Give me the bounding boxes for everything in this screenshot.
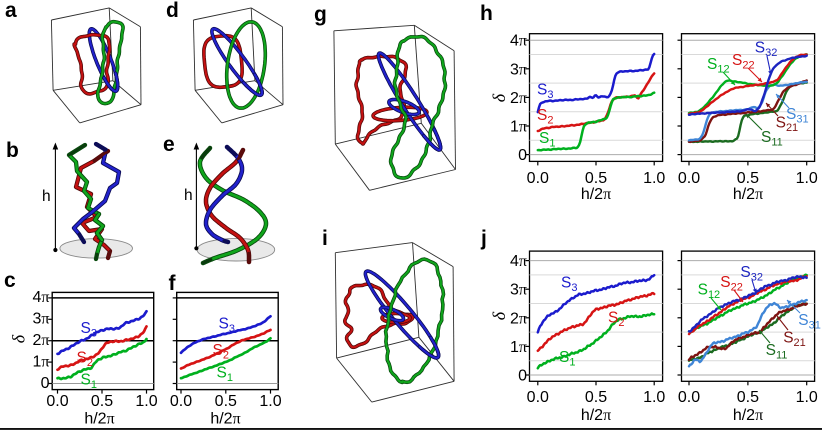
svg-text:2π: 2π — [510, 310, 527, 327]
svg-text:1.0: 1.0 — [643, 389, 665, 406]
svg-text:h/2π: h/2π — [733, 186, 763, 203]
svg-text:S12: S12 — [707, 56, 730, 76]
svg-text:S3: S3 — [561, 275, 577, 295]
svg-text:h/2π: h/2π — [84, 411, 114, 428]
svg-text:j: j — [480, 227, 487, 250]
svg-text:S2: S2 — [608, 310, 624, 330]
svg-text:a: a — [5, 0, 17, 22]
svg-text:S3: S3 — [537, 82, 553, 102]
svg-text:S2: S2 — [77, 350, 93, 370]
svg-text:d: d — [166, 0, 179, 22]
svg-text:b: b — [6, 139, 19, 162]
svg-text:S1: S1 — [81, 372, 97, 392]
svg-text:g: g — [314, 3, 327, 26]
svg-text:0.0: 0.0 — [170, 393, 192, 410]
svg-text:0.5: 0.5 — [91, 393, 113, 410]
svg-text:0: 0 — [518, 147, 527, 164]
svg-text:0.5: 0.5 — [585, 170, 607, 187]
svg-text:0.0: 0.0 — [527, 170, 549, 187]
svg-text:0.0: 0.0 — [46, 393, 68, 410]
svg-text:4π: 4π — [33, 289, 50, 306]
svg-text:h: h — [480, 2, 493, 25]
svg-text:h/2π: h/2π — [581, 186, 611, 203]
svg-text:S3: S3 — [81, 320, 97, 340]
svg-text:1π: 1π — [510, 339, 527, 356]
svg-text:1.0: 1.0 — [796, 389, 818, 406]
svg-text:2π: 2π — [510, 90, 527, 107]
svg-text:h/2π: h/2π — [210, 411, 240, 428]
svg-text:f: f — [169, 272, 177, 295]
svg-text:1.0: 1.0 — [259, 393, 281, 410]
svg-text:S12: S12 — [698, 282, 721, 302]
svg-text:0: 0 — [518, 368, 527, 385]
svg-text:h: h — [184, 187, 193, 204]
svg-text:0.5: 0.5 — [737, 170, 759, 187]
svg-text:S1: S1 — [559, 349, 575, 369]
svg-text:S31: S31 — [798, 312, 821, 332]
svg-text:1π: 1π — [510, 119, 527, 136]
svg-text:4π: 4π — [510, 253, 527, 270]
svg-text:δ: δ — [489, 311, 509, 320]
svg-text:4π: 4π — [510, 33, 527, 50]
svg-text:3π: 3π — [33, 311, 50, 328]
svg-text:0.0: 0.0 — [678, 170, 700, 187]
svg-text:1π: 1π — [33, 353, 50, 370]
svg-text:h/2π: h/2π — [581, 407, 611, 424]
svg-text:0.5: 0.5 — [737, 389, 759, 406]
svg-text:i: i — [322, 227, 328, 250]
svg-text:0.5: 0.5 — [585, 389, 607, 406]
svg-text:S11: S11 — [761, 129, 783, 149]
svg-text:2π: 2π — [33, 332, 50, 349]
svg-text:h: h — [42, 188, 51, 205]
svg-text:S2: S2 — [213, 342, 229, 362]
svg-text:S3: S3 — [219, 316, 235, 336]
svg-text:S32: S32 — [755, 40, 778, 60]
svg-text:e: e — [163, 133, 175, 156]
svg-text:1.0: 1.0 — [135, 393, 157, 410]
svg-text:δ: δ — [489, 93, 509, 102]
svg-text:0.0: 0.0 — [678, 389, 700, 406]
svg-text:h/2π: h/2π — [733, 407, 763, 424]
svg-text:3π: 3π — [510, 282, 527, 299]
svg-text:1.0: 1.0 — [796, 170, 818, 187]
svg-text:0.5: 0.5 — [215, 393, 237, 410]
svg-text:S1: S1 — [539, 130, 555, 150]
svg-text:S2: S2 — [537, 107, 553, 127]
svg-text:0: 0 — [41, 375, 50, 392]
svg-text:S1: S1 — [217, 365, 233, 385]
svg-text:0.0: 0.0 — [527, 389, 549, 406]
svg-text:3π: 3π — [510, 61, 527, 78]
svg-text:c: c — [4, 269, 16, 292]
svg-text:1.0: 1.0 — [643, 170, 665, 187]
svg-text:δ: δ — [8, 334, 28, 343]
